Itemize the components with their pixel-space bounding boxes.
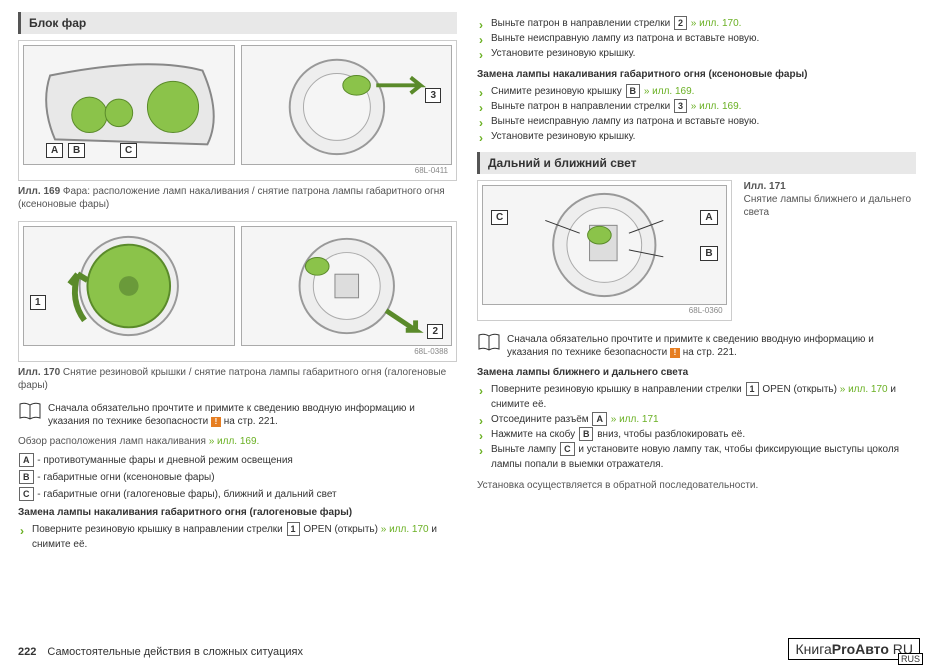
replace-halogen-steps: Поверните резиновую крышку в направлении… (18, 522, 457, 552)
fig169-right-panel: 3 (241, 45, 453, 165)
fig171-num: 68L-0360 (482, 305, 727, 316)
fig170-label-2: 2 (427, 324, 443, 339)
book-icon (18, 402, 42, 420)
beam-step-2: Отсоедините разъём A » илл. 171 (477, 412, 916, 427)
fig169-label-c: C (120, 143, 137, 158)
fig169-left-panel: A B C (23, 45, 235, 165)
xenon-title: Замена лампы накаливания габаритного огн… (477, 69, 916, 80)
overview-heading: Обзор расположения ламп накаливания » ил… (18, 436, 457, 447)
section-title-headlamp: Блок фар (18, 12, 457, 34)
fig169-label-a: A (46, 143, 63, 158)
legend-a-box: A (19, 453, 34, 467)
fig169-num: 68L-0411 (23, 165, 452, 176)
note-page-right: на стр. 221. (683, 347, 737, 358)
xenon-steps: Снимите резиновую крышку B » илл. 169. В… (477, 84, 916, 144)
legend-b-text: - габаритные огни (ксеноновые фары) (37, 472, 214, 483)
cont-steps: Выньте патрон в направлении стрелки 2 » … (477, 16, 916, 61)
safety-note-right: Сначала обязательно прочтите и примите к… (477, 333, 916, 359)
final-note: Установка осуществляется в обратной посл… (477, 480, 916, 491)
replace-beam-title: Замена лампы ближнего и дальнего света (477, 367, 916, 378)
fig169-label-3: 3 (425, 88, 441, 103)
overview-link[interactable]: » илл. 169. (209, 436, 260, 447)
figure-170: 1 2 68L-0388 (18, 221, 457, 362)
xenon2-link[interactable]: » илл. 169. (688, 101, 741, 112)
watermark: КнигаProАвто RU RUS (788, 638, 920, 660)
fig170-label-1: 1 (30, 295, 46, 310)
fig171-label-c: C (491, 210, 508, 225)
warning-icon: ! (211, 417, 221, 427)
fig171-caption-text: Снятие лампы ближнего и дальнего света (744, 194, 911, 218)
fig170-caption-prefix: Илл. 170 (18, 367, 60, 378)
step1-link[interactable]: » илл. 170 (381, 524, 429, 535)
watermark-d: RUS (898, 653, 923, 665)
section-title-beam: Дальний и ближний свет (477, 152, 916, 174)
legend-a-text: - противотуманные фары и дневной режим о… (37, 455, 293, 466)
beam1-link[interactable]: » илл. 170 (840, 384, 888, 395)
xenon-step-1: Снимите резиновую крышку B » илл. 169. (477, 84, 916, 99)
beam-step-3: Нажмите на скобу B вниз, чтобы разблокир… (477, 427, 916, 442)
halogen-step-1: Поверните резиновую крышку в направлении… (18, 522, 457, 552)
page-footer: 222 Самостоятельные действия в сложных с… (18, 646, 303, 658)
figure-169: A B C 3 68L-0411 (18, 40, 457, 181)
cont-step-4: Установите резиновую крышку. (477, 46, 916, 61)
fig171-caption-prefix: Илл. 171 (744, 181, 786, 192)
figure-171: C A B 68L-0360 (477, 180, 732, 321)
book-icon (477, 333, 501, 351)
fig170-caption: Илл. 170 Снятие резиновой крышки / сняти… (18, 366, 457, 392)
beam-step-4: Выньте лампу C и установите новую лампу … (477, 442, 916, 472)
watermark-a: Книга (795, 641, 831, 657)
beam-steps: Поверните резиновую крышку в направлении… (477, 382, 916, 472)
fig169-caption: Илл. 169 Фара: расположение ламп накалив… (18, 185, 457, 211)
xenon-step-2: Выньте патрон в направлении стрелки 3 » … (477, 99, 916, 114)
fig170-right-panel: 2 (241, 226, 453, 346)
legend-list: A - противотуманные фары и дневной режим… (18, 453, 457, 501)
figure-171-row: C A B 68L-0360 Илл. 171 Снятие лампы бли… (477, 180, 916, 325)
safety-note-left: Сначала обязательно прочтите и примите к… (18, 402, 457, 428)
fig169-label-b: B (68, 143, 85, 158)
page-number: 222 (18, 646, 36, 658)
fig171-label-a: A (700, 210, 717, 225)
beam-step-1: Поверните резиновую крышку в направлении… (477, 382, 916, 412)
legend-c-text: - габаритные огни (галогеновые фары), бл… (37, 489, 336, 500)
cont-step-3: Выньте неисправную лампу из патрона и вс… (477, 31, 916, 46)
replace-halogen-title: Замена лампы накаливания габаритного огн… (18, 507, 457, 518)
xenon-step-3: Выньте неисправную лампу из патрона и вс… (477, 114, 916, 129)
right-column: Выньте патрон в направлении стрелки 2 » … (477, 12, 916, 560)
warning-icon: ! (670, 348, 680, 358)
cont2-link[interactable]: » илл. 170. (688, 18, 741, 29)
watermark-b: ProАвто (832, 641, 889, 657)
cont-step-2: Выньте патрон в направлении стрелки 2 » … (477, 16, 916, 31)
note-page-left: на стр. 221. (224, 416, 278, 427)
legend-c-box: C (19, 487, 34, 501)
fig170-caption-text: Снятие резиновой крышки / снятие патрона… (18, 367, 446, 391)
beam2-link[interactable]: » илл. 171 (608, 414, 659, 425)
xenon1-link[interactable]: » илл. 169. (641, 86, 694, 97)
fig170-num: 68L-0388 (23, 346, 452, 357)
fig171-caption: Илл. 171 Снятие лампы ближнего и дальнег… (744, 180, 916, 219)
step1-box: 1 (287, 522, 300, 536)
fig169-caption-prefix: Илл. 169 (18, 186, 60, 197)
fig171-label-b: B (700, 246, 717, 261)
fig169-caption-text: Фара: расположение ламп накаливания / сн… (18, 186, 445, 210)
chapter-title: Самостоятельные действия в сложных ситуа… (47, 646, 303, 658)
left-column: Блок фар A B C (18, 12, 457, 560)
xenon-step-4: Установите резиновую крышку. (477, 129, 916, 144)
page-columns: Блок фар A B C (18, 12, 916, 560)
legend-b-box: B (19, 470, 34, 484)
fig170-left-panel: 1 (23, 226, 235, 346)
